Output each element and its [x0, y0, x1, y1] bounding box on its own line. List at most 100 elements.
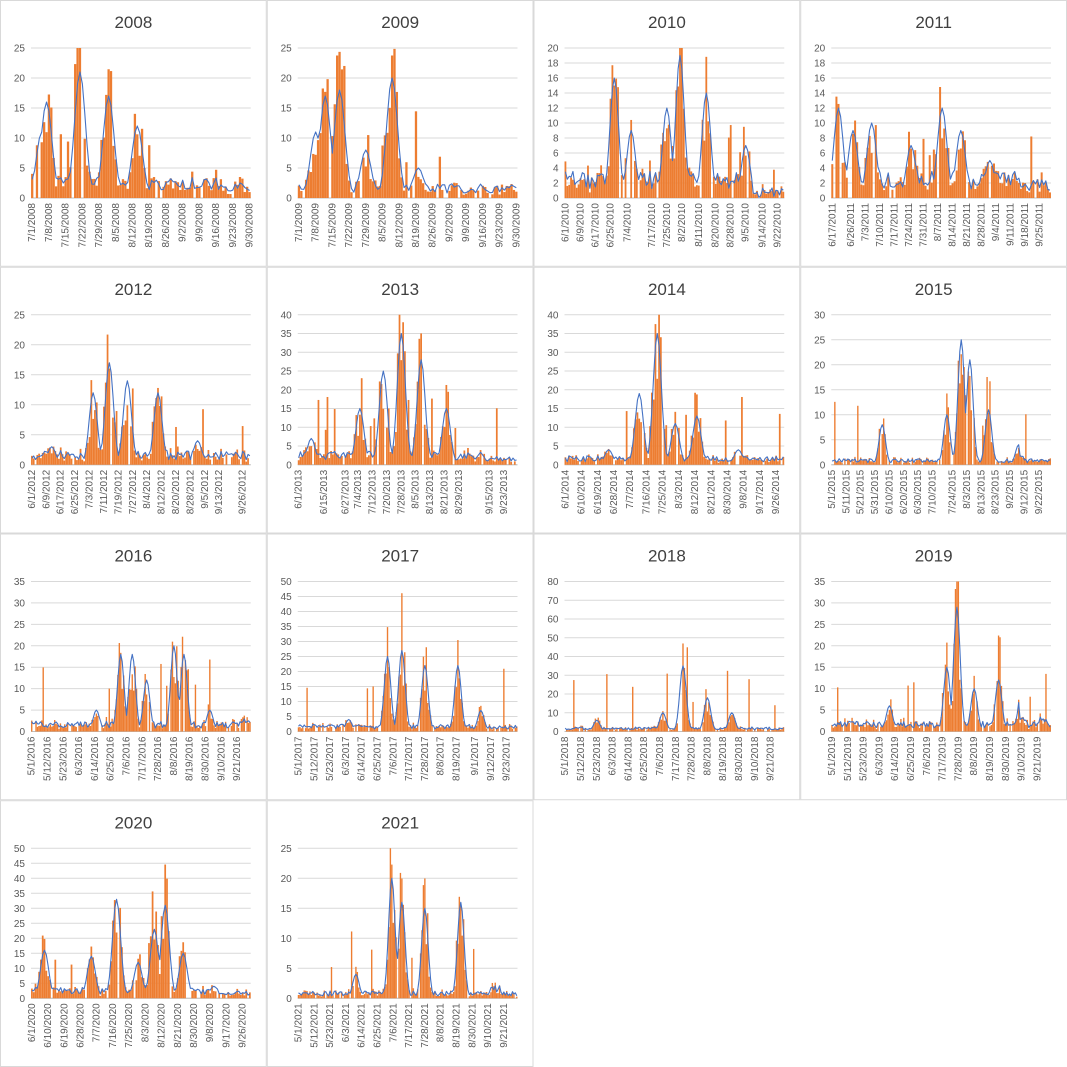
bar — [213, 725, 215, 732]
bar — [669, 158, 672, 198]
bar — [964, 395, 967, 465]
bar — [411, 729, 413, 732]
bar — [670, 729, 673, 732]
bar — [566, 185, 569, 198]
bar — [350, 722, 353, 732]
bar — [654, 173, 657, 198]
bar — [436, 455, 439, 465]
bar — [137, 958, 140, 999]
bar — [135, 688, 138, 732]
bar — [844, 718, 846, 732]
bar — [946, 642, 948, 732]
bar — [982, 168, 985, 198]
bar — [219, 723, 221, 732]
bar — [387, 408, 390, 465]
bar — [401, 878, 403, 999]
bar — [872, 719, 875, 732]
bar — [1029, 460, 1031, 465]
bar — [885, 186, 888, 198]
bar — [632, 686, 634, 732]
y-tick-label: 25 — [14, 310, 26, 321]
bar — [733, 179, 736, 198]
y-tick-label: 10 — [281, 934, 293, 945]
bar — [616, 458, 619, 465]
x-tick-label: 7/10/2011 — [875, 203, 886, 247]
x-tick-label: 6/25/2019 — [906, 736, 917, 781]
bar — [153, 721, 155, 732]
bar — [778, 413, 781, 465]
bar — [1015, 718, 1017, 732]
bar — [369, 179, 372, 198]
bar — [620, 460, 623, 465]
bar — [323, 454, 325, 465]
bar — [415, 727, 417, 732]
bar — [478, 706, 481, 732]
bar — [575, 187, 578, 198]
y-tick-label: 10 — [814, 410, 826, 421]
bar — [304, 179, 308, 198]
bar — [775, 455, 778, 465]
bar — [355, 724, 357, 732]
bar — [395, 937, 397, 999]
bar — [897, 181, 900, 198]
y-tick-label: 30 — [814, 310, 826, 321]
x-tick-label: 5/1/2015 — [827, 469, 838, 508]
bar — [326, 993, 328, 999]
bar — [939, 87, 942, 198]
bar — [330, 450, 332, 465]
bar — [108, 368, 111, 465]
bar — [767, 729, 769, 732]
bar — [580, 460, 583, 465]
bar — [454, 685, 456, 732]
bar — [437, 994, 439, 999]
bar — [596, 454, 599, 465]
bar — [151, 421, 154, 465]
bar — [142, 455, 145, 465]
bar — [928, 461, 931, 465]
bar — [402, 190, 406, 198]
bar — [717, 462, 720, 465]
x-tick-label: 8/30/2021 — [467, 1003, 478, 1048]
bar — [843, 162, 846, 198]
bar — [477, 721, 479, 732]
bar — [1030, 136, 1033, 198]
bar — [868, 723, 871, 732]
bar — [97, 172, 101, 198]
bar — [868, 135, 871, 198]
x-tick-label: 7/6/2021 — [388, 1003, 399, 1042]
bar — [52, 987, 55, 999]
y-tick-label: 15 — [14, 370, 26, 381]
bar — [450, 723, 452, 732]
bar — [605, 175, 608, 198]
bar — [386, 427, 388, 465]
x-tick-label: 9/23/2017 — [502, 736, 513, 781]
bar — [59, 991, 62, 999]
bar — [414, 111, 418, 198]
bar — [583, 179, 586, 198]
y-tick-label: 6 — [820, 149, 826, 160]
bar — [390, 55, 394, 198]
bar — [322, 722, 324, 732]
y-tick-label: 15 — [14, 949, 26, 960]
bar — [302, 993, 304, 999]
bar — [749, 728, 752, 732]
bar — [495, 408, 498, 465]
x-tick-label: 9/11/2011 — [1006, 203, 1017, 246]
bar — [321, 88, 324, 198]
bar — [493, 726, 495, 732]
bar — [180, 666, 182, 732]
bar — [887, 714, 889, 732]
bar — [223, 994, 226, 999]
bar — [845, 726, 848, 732]
bar — [914, 150, 917, 198]
y-tick-label: 2 — [820, 179, 826, 190]
bar — [412, 722, 415, 732]
bar — [421, 930, 423, 999]
bar — [91, 719, 93, 732]
x-tick-label: 9/21/2018 — [766, 736, 777, 781]
bar — [721, 458, 723, 465]
y-tick-label: 0 — [19, 727, 25, 738]
bar — [297, 727, 300, 732]
